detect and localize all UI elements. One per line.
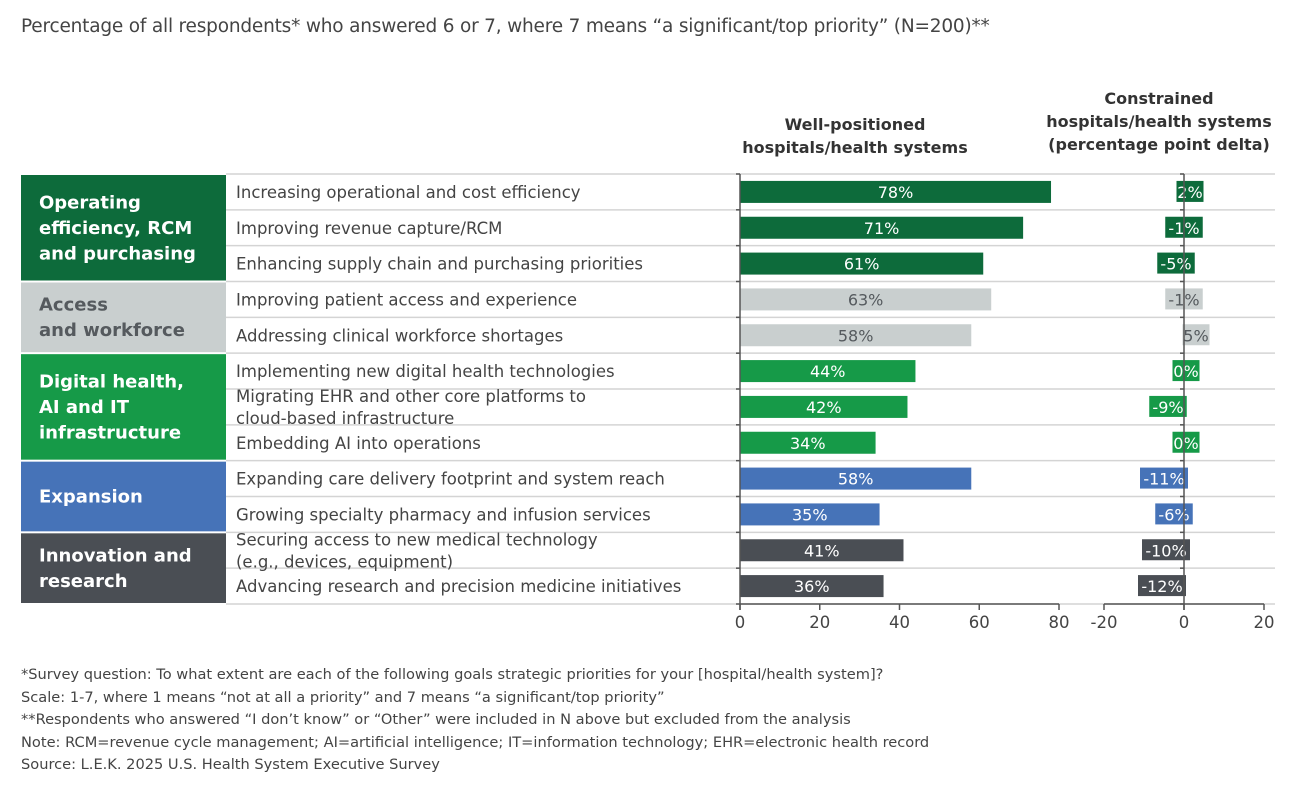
- delta-value-label: -5%: [1160, 255, 1191, 274]
- footnotes: *Survey question: To what extent are eac…: [21, 664, 929, 777]
- group-label: Access and workforce: [39, 295, 185, 342]
- delta-value-label: -12%: [1141, 577, 1182, 596]
- category-label: Addressing clinical workforce shortages: [236, 326, 563, 345]
- group-block: [21, 461, 226, 532]
- well-positioned-value-label: 35%: [792, 505, 828, 524]
- well-positioned-value-label: 34%: [790, 434, 826, 453]
- delta-value-label: 0%: [1173, 362, 1198, 381]
- x-tick-label: 0: [735, 613, 746, 632]
- well-positioned-bar: [740, 252, 984, 275]
- group-block: [21, 354, 226, 460]
- delta-bar: [1172, 431, 1200, 453]
- x-tick-label: -20: [1091, 613, 1118, 632]
- well-positioned-value-label: 78%: [878, 183, 914, 202]
- well-positioned-value-label: 58%: [838, 326, 874, 345]
- right-header-line: Constrained: [1104, 89, 1214, 108]
- well-positioned-value-label: 42%: [806, 398, 842, 417]
- right-header-line: (percentage point delta): [1048, 135, 1270, 154]
- category-label: Growing specialty pharmacy and infusion …: [236, 505, 651, 524]
- category-label: Improving revenue capture/RCM: [236, 219, 502, 238]
- x-tick-label: 60: [969, 613, 990, 632]
- left-chart-header: Well-positioned hospitals/health systems: [700, 113, 1010, 159]
- category-label: Migrating EHR and other core platforms t…: [236, 387, 586, 428]
- well-positioned-value-label: 63%: [848, 290, 884, 309]
- delta-bar: [1138, 575, 1186, 597]
- footnote: Note: RCM=revenue cycle management; AI=a…: [21, 733, 930, 751]
- delta-bar: [1157, 252, 1195, 274]
- delta-value-label: -10%: [1145, 541, 1186, 560]
- x-tick-label: 20: [1254, 613, 1275, 632]
- delta-value-label: -11%: [1143, 470, 1184, 489]
- x-tick-label: 40: [889, 613, 910, 632]
- well-positioned-bar: [740, 395, 908, 418]
- delta-value-label: 5%: [1183, 326, 1208, 345]
- well-positioned-bar: [740, 431, 876, 454]
- category-label: Implementing new digital health technolo…: [236, 362, 615, 381]
- delta-bar: [1149, 395, 1187, 417]
- well-positioned-bar: [740, 288, 992, 311]
- well-positioned-bar: [740, 216, 1024, 239]
- category-label: Enhancing supply chain and purchasing pr…: [236, 255, 643, 274]
- delta-bar: [1140, 467, 1188, 489]
- well-positioned-bar: [740, 180, 1052, 203]
- well-positioned-bar: [740, 467, 972, 490]
- well-positioned-value-label: 61%: [844, 255, 880, 274]
- category-label: Securing access to new medical technolog…: [236, 530, 598, 571]
- well-positioned-value-label: 41%: [804, 541, 840, 560]
- delta-bar: [1142, 539, 1190, 561]
- group-label: Expansion: [39, 487, 143, 508]
- group-label: Digital health, AI and IT infrastructure: [39, 371, 184, 443]
- delta-value-label: -9%: [1152, 398, 1183, 417]
- chart-title: Percentage of all respondents* who answe…: [21, 16, 990, 37]
- delta-value-label: 2%: [1177, 183, 1202, 202]
- well-positioned-bar: [740, 575, 884, 598]
- chart-svg: Operating efficiency, RCM and purchasing Ac…: [21, 173, 1275, 632]
- well-positioned-value-label: 58%: [838, 470, 874, 489]
- group-block: [21, 282, 226, 353]
- footnote: **Respondents who answered “I don’t know…: [21, 711, 851, 728]
- well-positioned-value-label: 71%: [864, 219, 900, 238]
- delta-bar: [1182, 324, 1210, 346]
- well-positioned-bar: [740, 324, 972, 347]
- footnote: *Survey question: To what extent are eac…: [21, 666, 884, 683]
- delta-value-label: -6%: [1158, 505, 1189, 524]
- x-tick-label: 20: [809, 613, 830, 632]
- group-label: Innovation and research: [39, 545, 192, 592]
- delta-value-label: 0%: [1173, 434, 1198, 453]
- well-positioned-bar: [740, 360, 916, 383]
- x-tick-label: 80: [1049, 613, 1070, 632]
- right-chart-header: Constrained hospitals/health systems (pe…: [1030, 87, 1288, 156]
- group-label: Operating efficiency, RCM and purchasing: [39, 192, 196, 264]
- category-label: Improving patient access and experience: [236, 290, 577, 309]
- well-positioned-value-label: 36%: [794, 577, 830, 596]
- category-label: Expanding care delivery footprint and sy…: [236, 470, 665, 489]
- category-label: Embedding AI into operations: [236, 434, 481, 453]
- group-block: [21, 175, 226, 281]
- footnote: Source: L.E.K. 2025 U.S. Health System E…: [21, 756, 440, 773]
- left-header-line: Well-positioned: [784, 115, 926, 134]
- left-header-line: hospitals/health systems: [742, 138, 968, 157]
- x-tick-label: 0: [1179, 613, 1190, 632]
- well-positioned-bar: [740, 503, 880, 526]
- delta-bar: [1172, 360, 1200, 382]
- category-label: Increasing operational and cost efficien…: [236, 183, 581, 202]
- footnote: Scale: 1-7, where 1 means “not at all a …: [21, 688, 665, 706]
- category-label: Advancing research and precision medicin…: [236, 577, 681, 596]
- group-block: [21, 533, 226, 603]
- well-positioned-bar: [740, 539, 904, 562]
- well-positioned-value-label: 44%: [810, 362, 846, 381]
- right-header-line: hospitals/health systems: [1046, 112, 1272, 131]
